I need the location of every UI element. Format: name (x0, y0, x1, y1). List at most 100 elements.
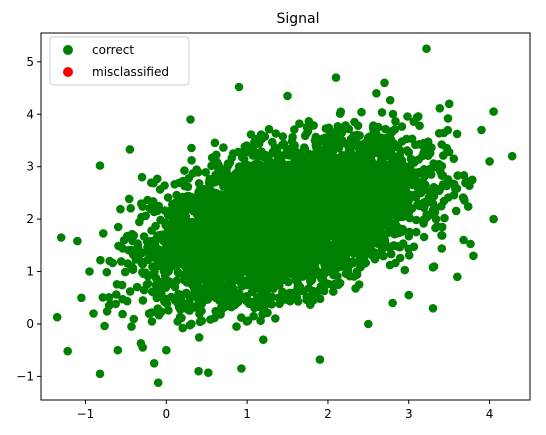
data-point (437, 244, 447, 253)
data-point (246, 130, 256, 139)
data-point (174, 268, 183, 278)
data-point (357, 227, 367, 236)
data-point (390, 219, 400, 228)
data-point (164, 220, 174, 229)
data-point (398, 239, 408, 248)
data-point (233, 214, 242, 223)
data-point (170, 180, 179, 189)
data-point (262, 256, 271, 266)
data-point (388, 109, 398, 119)
data-point (350, 159, 359, 169)
data-point (419, 232, 429, 242)
data-point (275, 281, 284, 290)
data-point (187, 319, 196, 329)
data-point (261, 266, 271, 276)
data-point (419, 219, 428, 228)
data-point (431, 203, 441, 213)
data-point (423, 137, 433, 146)
data-point (238, 174, 248, 183)
data-point (354, 141, 364, 150)
data-point (199, 274, 208, 283)
data-point (412, 227, 421, 237)
data-point (442, 143, 452, 153)
data-point (409, 117, 419, 126)
data-point (127, 229, 137, 239)
data-point (102, 267, 112, 277)
data-point (143, 195, 152, 205)
data-point (272, 170, 281, 179)
data-point (271, 129, 281, 138)
data-point (336, 107, 346, 116)
data-point (138, 202, 147, 211)
data-point (318, 151, 327, 161)
data-point (459, 235, 468, 245)
data-point (257, 134, 267, 144)
data-point (195, 196, 204, 205)
data-point (127, 322, 136, 331)
data-point (369, 252, 379, 262)
data-point (264, 124, 274, 134)
data-point (397, 122, 407, 131)
data-point (220, 212, 229, 221)
data-point (139, 232, 149, 241)
data-point (124, 194, 134, 204)
data-point (155, 185, 165, 194)
data-point (194, 179, 204, 188)
data-point (252, 293, 262, 302)
data-point (199, 184, 208, 194)
data-point (263, 204, 273, 213)
data-point (119, 235, 129, 245)
scatter-points (52, 44, 517, 388)
data-point (158, 230, 167, 239)
data-point (163, 193, 173, 202)
data-point (293, 222, 302, 232)
data-point (262, 160, 272, 170)
data-point (414, 155, 423, 164)
data-point (311, 132, 321, 142)
data-point (128, 250, 138, 259)
data-point (365, 244, 375, 253)
data-point (379, 251, 388, 261)
data-point (425, 164, 435, 174)
data-point (133, 244, 143, 253)
data-point (343, 257, 352, 267)
data-point (400, 171, 410, 180)
data-point (138, 343, 147, 352)
data-point (219, 143, 228, 152)
data-point (218, 304, 227, 314)
data-point (234, 147, 243, 157)
data-point (147, 178, 156, 187)
data-point (349, 213, 359, 223)
data-point (385, 95, 395, 105)
data-point (351, 284, 360, 293)
data-point (390, 206, 400, 215)
data-point (367, 219, 377, 229)
data-point (342, 230, 352, 239)
data-point (267, 300, 277, 309)
data-point (409, 242, 419, 251)
data-point (278, 140, 287, 150)
data-point (343, 239, 353, 248)
data-point (220, 222, 230, 231)
data-point (126, 261, 136, 271)
data-point (388, 127, 398, 136)
data-point (289, 169, 299, 179)
data-point (214, 296, 224, 305)
data-point (395, 151, 405, 161)
data-point (329, 287, 338, 296)
data-point (325, 150, 335, 159)
data-point (399, 180, 408, 190)
data-point (311, 140, 321, 150)
data-point (242, 317, 252, 326)
data-point (118, 244, 127, 253)
data-point (299, 261, 309, 271)
data-point (315, 294, 325, 304)
data-point (132, 282, 142, 292)
data-point (439, 196, 449, 206)
data-point (201, 168, 210, 177)
data-point (466, 239, 475, 249)
data-point (148, 287, 158, 297)
data-point (168, 200, 177, 209)
chart-title: Signal (276, 11, 319, 27)
data-point (383, 191, 393, 201)
